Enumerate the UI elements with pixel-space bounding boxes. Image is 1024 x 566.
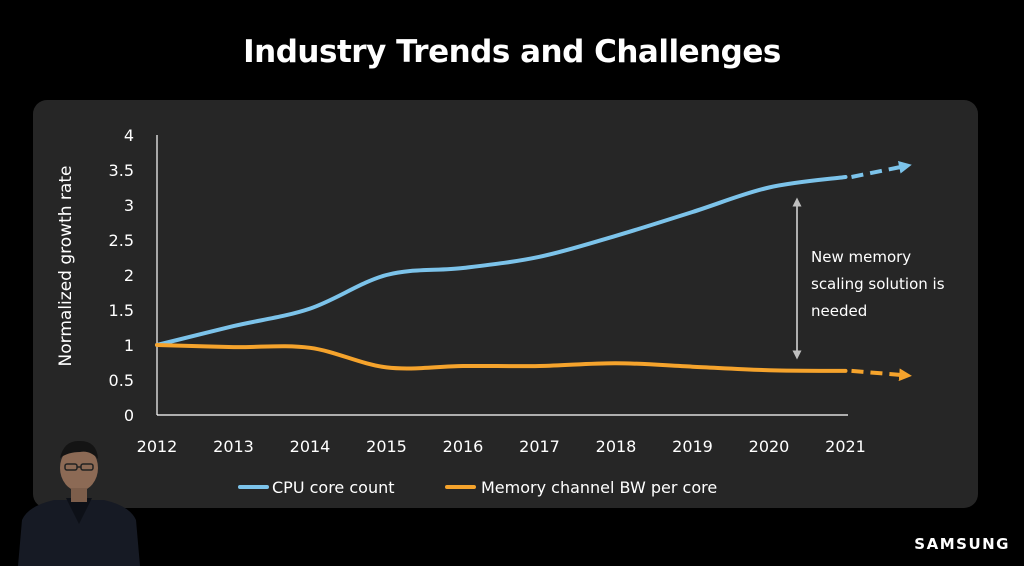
brand-logo: SAMSUNG <box>914 535 1010 553</box>
series-extrapolation-arrow-1 <box>851 160 912 179</box>
legend-label-2: Memory channel BW per core <box>481 478 717 497</box>
series-group <box>155 160 912 382</box>
x-tick-label: 2013 <box>213 437 254 456</box>
x-tick-label: 2019 <box>672 437 713 456</box>
legend-label-1: CPU core count <box>272 478 395 497</box>
legend: CPU core count Memory channel BW per core <box>238 478 717 497</box>
y-tick-labels: 0 0.5 1 1.5 2 2.5 3 3.5 4 <box>109 126 134 425</box>
x-tick-label: 2018 <box>596 437 637 456</box>
y-tick-label: 0 <box>124 406 134 425</box>
x-tick-label: 2012 <box>137 437 178 456</box>
y-tick-label: 2 <box>124 266 134 285</box>
annotation-text-line: New memory <box>811 248 911 266</box>
x-tick-label: 2014 <box>290 437 331 456</box>
y-tick-label: 4 <box>124 126 134 145</box>
y-tick-label: 0.5 <box>109 371 134 390</box>
x-tick-label: 2021 <box>825 437 866 456</box>
annotation: New memory scaling solution is needed <box>792 197 945 360</box>
x-tick-label: 2016 <box>443 437 484 456</box>
series-line-2 <box>155 343 848 373</box>
chart-axes <box>156 135 848 416</box>
x-tick-label: 2020 <box>749 437 790 456</box>
annotation-text-line: scaling solution is <box>811 275 945 293</box>
y-tick-label: 3 <box>124 196 134 215</box>
y-axis-label: Normalized growth rate <box>56 166 76 367</box>
y-tick-label: 1 <box>124 336 134 355</box>
y-tick-label: 1.5 <box>109 301 134 320</box>
annotation-text-line: needed <box>811 302 867 320</box>
y-tick-label: 3.5 <box>109 161 134 180</box>
presenter-video-thumbnail <box>18 440 140 566</box>
x-tick-labels: 2012 2013 2014 2015 2016 2017 2018 2019 2020 2021 <box>137 437 866 456</box>
series-line-1 <box>155 175 848 347</box>
slide-title: Industry Trends and Challenges <box>243 34 781 70</box>
series-extrapolation-arrow-2 <box>851 368 912 382</box>
chart-panel <box>33 100 978 508</box>
x-tick-label: 2017 <box>519 437 560 456</box>
y-tick-label: 2.5 <box>109 231 134 250</box>
x-tick-label: 2015 <box>366 437 407 456</box>
